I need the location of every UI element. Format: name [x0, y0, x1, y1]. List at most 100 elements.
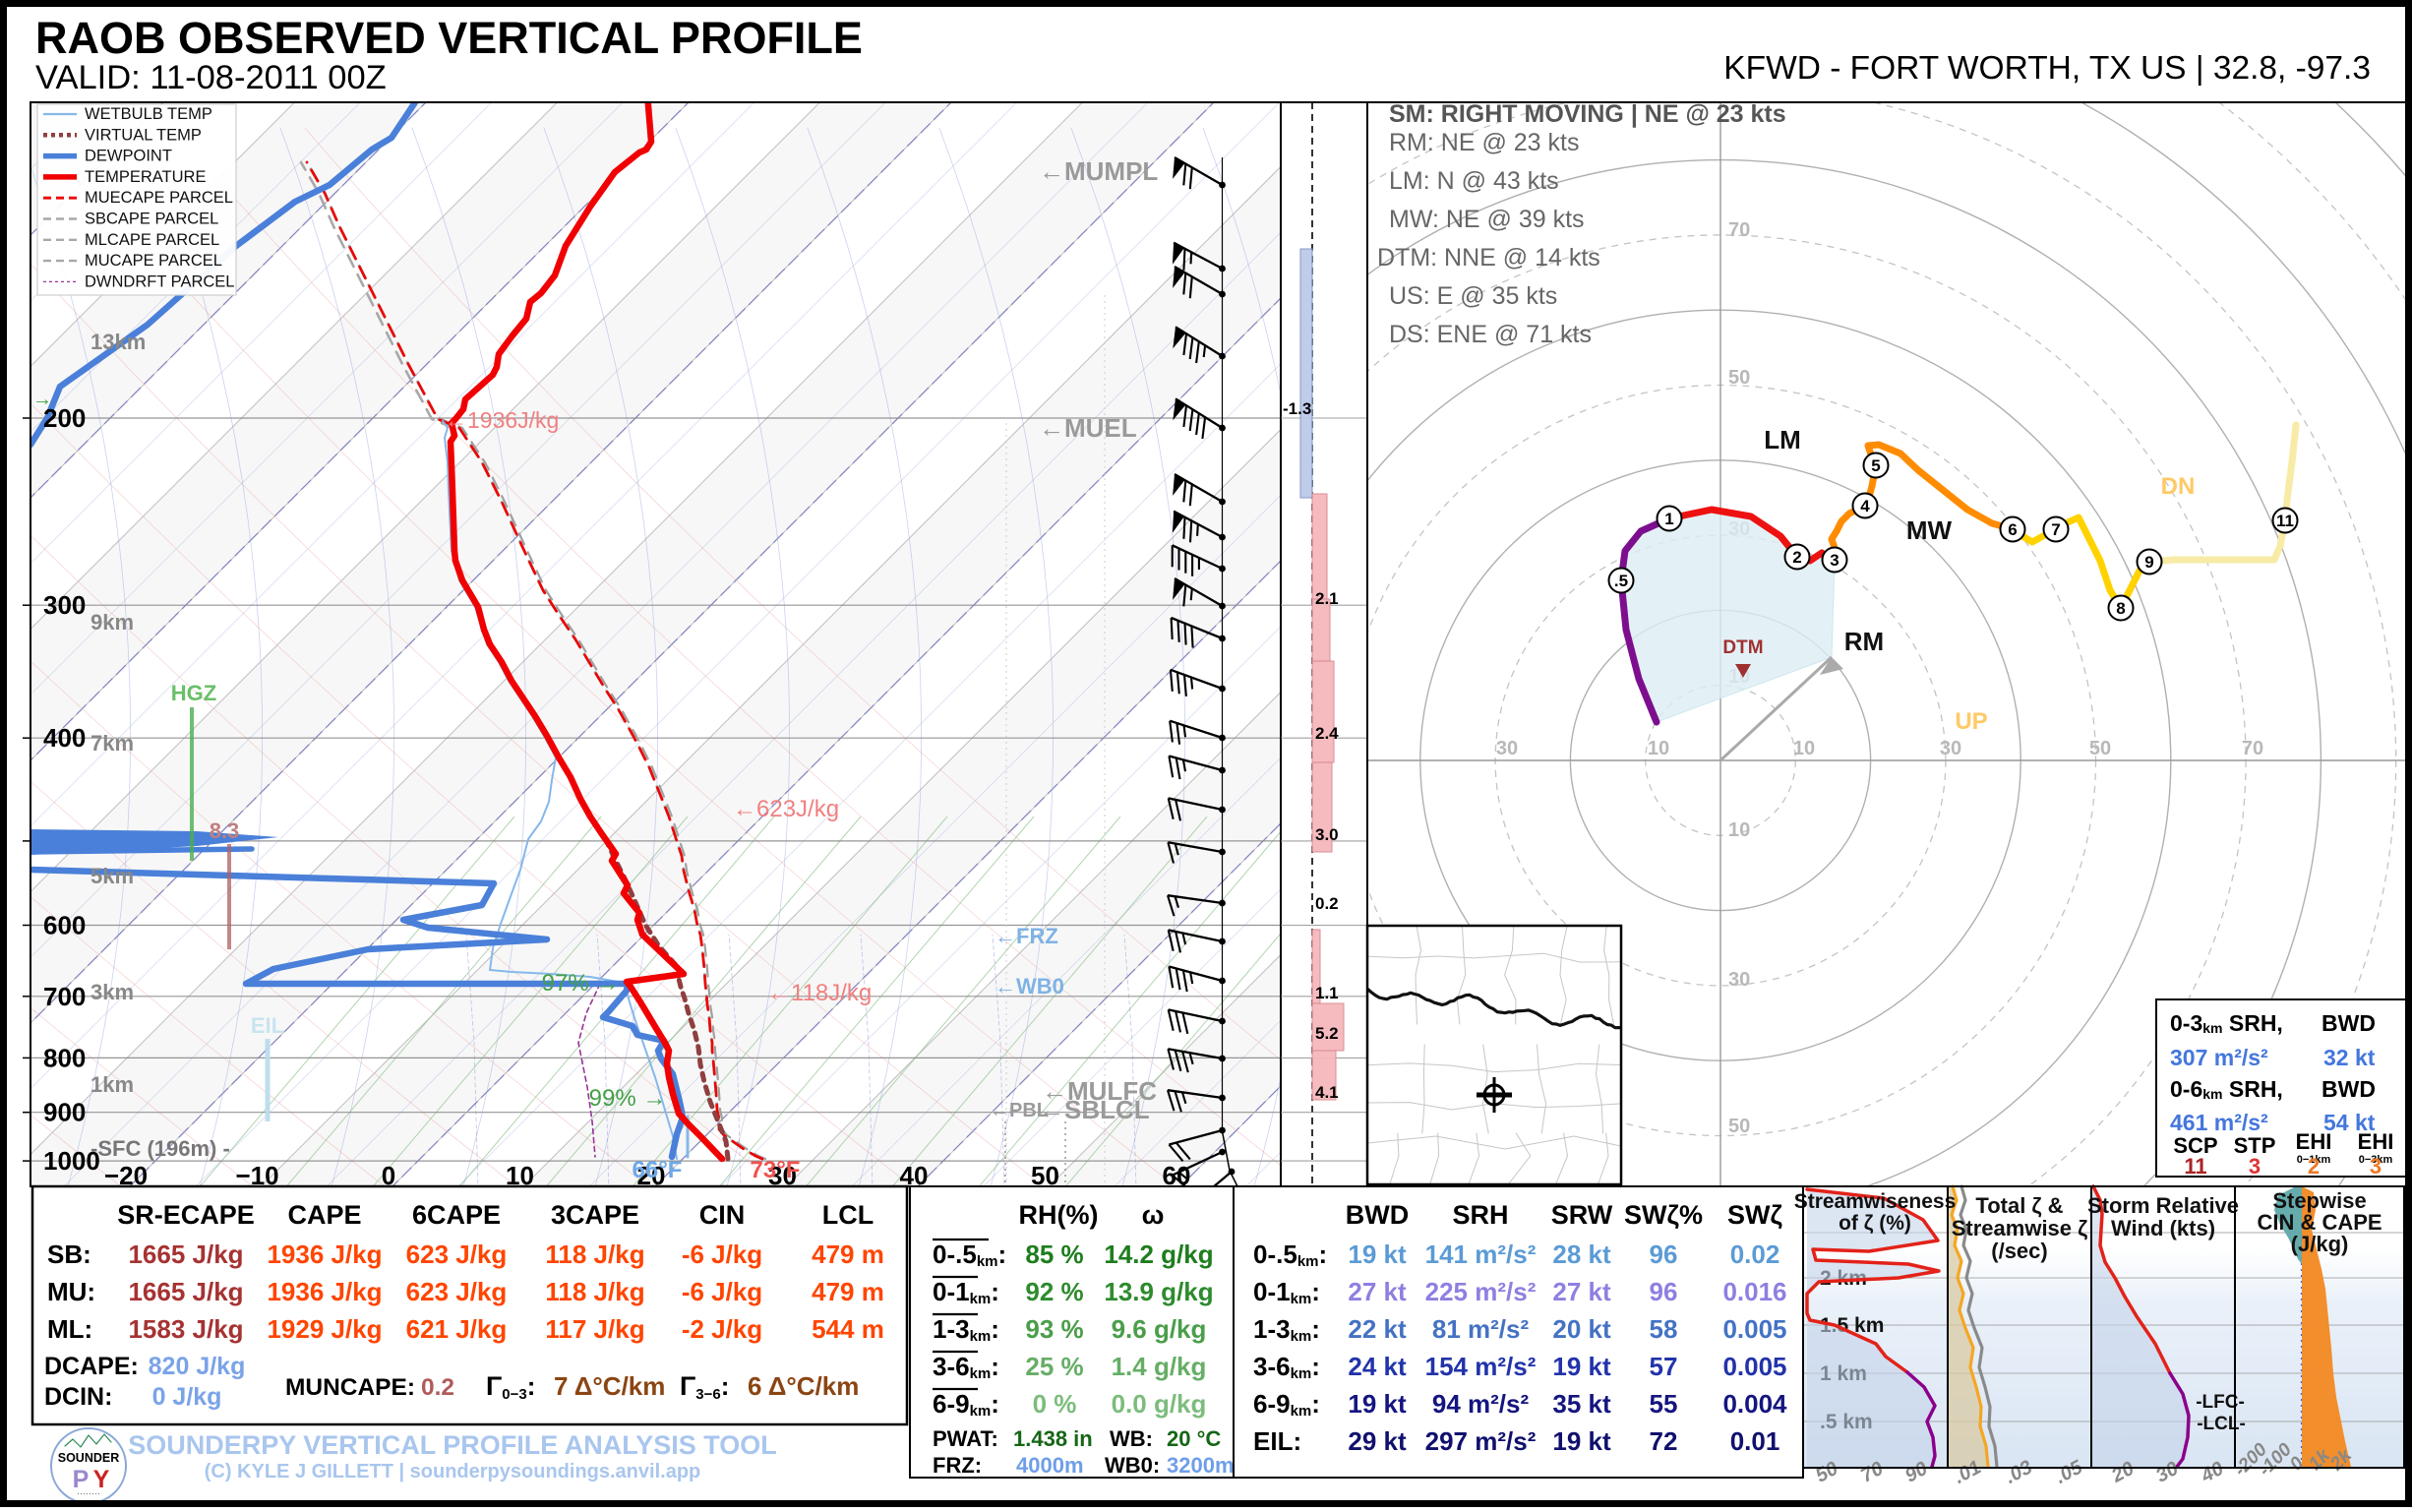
svg-text:118 J/kg: 118 J/kg [545, 1277, 644, 1306]
svg-text:9: 9 [2144, 553, 2153, 572]
svg-text:DCAPE:: DCAPE: [44, 1353, 139, 1380]
svg-text:623 J/kg: 623 J/kg [406, 1277, 508, 1306]
svg-text:SRW: SRW [1551, 1200, 1613, 1230]
svg-text:22 kt: 22 kt [1348, 1314, 1407, 1344]
svg-text:10: 10 [1648, 738, 1669, 759]
svg-text:-2 J/kg: -2 J/kg [682, 1314, 762, 1344]
svg-text:CAPE: CAPE [287, 1200, 361, 1230]
svg-text:DEWPOINT: DEWPOINT [85, 148, 172, 165]
svg-text:SB:: SB: [47, 1240, 91, 1269]
svg-text:0.016: 0.016 [1722, 1277, 1786, 1306]
svg-text:1665 J/kg: 1665 J/kg [128, 1277, 243, 1306]
svg-text:93 %: 93 % [1025, 1314, 1083, 1344]
svg-text:19 kt: 19 kt [1552, 1352, 1611, 1381]
svg-text:92 %: 92 % [1025, 1277, 1083, 1306]
svg-text:←FRZ: ←FRZ [995, 924, 1058, 948]
svg-text:←118J/kg: ←118J/kg [767, 980, 872, 1006]
svg-text:0.02: 0.02 [1730, 1240, 1780, 1269]
svg-text:ML:: ML: [47, 1314, 92, 1344]
svg-text:.5: .5 [1614, 572, 1628, 590]
svg-text:0-6km SRH,: 0-6km SRH, [2170, 1076, 2283, 1102]
svg-text:SOUNDER: SOUNDER [58, 1451, 120, 1465]
svg-text:P: P [73, 1466, 90, 1493]
svg-text:3: 3 [2370, 1154, 2382, 1179]
svg-text:(/sec): (/sec) [1991, 1239, 2047, 1263]
svg-text:1000: 1000 [43, 1146, 100, 1176]
svg-text:6: 6 [2008, 520, 2017, 539]
svg-text:3-6km:: 3-6km: [933, 1352, 999, 1382]
svg-text:BWD: BWD [2322, 1076, 2376, 1102]
svg-text:6 Δ°C/km: 6 Δ°C/km [748, 1371, 859, 1401]
svg-text:UP: UP [1955, 708, 1987, 735]
svg-text:0.01: 0.01 [1730, 1426, 1780, 1456]
svg-text:72: 72 [1650, 1426, 1678, 1456]
svg-text:2: 2 [2308, 1154, 2320, 1179]
svg-text:20 kt: 20 kt [1552, 1314, 1611, 1344]
svg-text:Streamwise ζ: Streamwise ζ [1952, 1216, 2088, 1240]
svg-text:1.1: 1.1 [1315, 984, 1339, 1002]
svg-text:28 kt: 28 kt [1552, 1240, 1611, 1269]
svg-text:←1936J/kg: ←1936J/kg [445, 407, 559, 433]
svg-text:WB0:: WB0: [1105, 1453, 1160, 1478]
svg-text:←PBL: ←PBL [990, 1100, 1049, 1121]
svg-text:307 m²/s²: 307 m²/s² [2170, 1045, 2268, 1070]
svg-text:10: 10 [1793, 738, 1815, 759]
svg-text:820 J/kg: 820 J/kg [149, 1353, 246, 1380]
svg-text:13.9 g/kg: 13.9 g/kg [1104, 1277, 1213, 1306]
svg-text:225 m²/s²: 225 m²/s² [1425, 1277, 1537, 1306]
svg-text:85 %: 85 % [1025, 1240, 1083, 1269]
svg-text:MUCAPE PARCEL: MUCAPE PARCEL [85, 252, 222, 270]
svg-text:32 kt: 32 kt [2323, 1045, 2376, 1070]
svg-text:Y: Y [93, 1466, 110, 1493]
svg-text:96: 96 [1650, 1277, 1678, 1306]
svg-text:SR-ECAPE: SR-ECAPE [117, 1200, 255, 1230]
svg-text:1665 J/kg: 1665 J/kg [128, 1240, 243, 1269]
svg-text:←623J/kg: ←623J/kg [733, 796, 839, 822]
svg-text:30: 30 [1940, 738, 1961, 759]
svg-text:-LFC-: -LFC- [2196, 1392, 2245, 1413]
svg-text:DTM: NNE @ 14 kts: DTM: NNE @ 14 kts [1377, 244, 1600, 272]
svg-text:VALID: 11-08-2011 00Z: VALID: 11-08-2011 00Z [35, 59, 387, 96]
svg-text:623 J/kg: 623 J/kg [406, 1240, 508, 1269]
svg-text:0.005: 0.005 [1722, 1352, 1786, 1381]
svg-text:30: 30 [1728, 969, 1750, 991]
svg-text:CIN & CAPE: CIN & CAPE [2257, 1210, 2382, 1235]
svg-text:(C) KYLE J GILLETT | sounderpy: (C) KYLE J GILLETT | sounderpysoundings.… [205, 1461, 701, 1482]
svg-text:58: 58 [1650, 1314, 1678, 1344]
svg-text:544 m: 544 m [812, 1314, 884, 1344]
svg-text:57: 57 [1650, 1352, 1678, 1381]
svg-text:3200m: 3200m [1167, 1453, 1235, 1478]
svg-text:70: 70 [2242, 738, 2263, 759]
svg-text:3: 3 [1830, 551, 1839, 570]
svg-text:3: 3 [2249, 1154, 2261, 1179]
svg-text:-SFC (196m) -: -SFC (196m) - [90, 1136, 230, 1161]
svg-text:29 kt: 29 kt [1348, 1426, 1407, 1456]
svg-text:3CAPE: 3CAPE [551, 1200, 639, 1230]
svg-text:81 m²/s²: 81 m²/s² [1432, 1314, 1530, 1344]
svg-text:2.1: 2.1 [1315, 589, 1339, 608]
svg-text:9.6 g/kg: 9.6 g/kg [1112, 1314, 1207, 1344]
svg-text:1.4 g/kg: 1.4 g/kg [1112, 1352, 1207, 1381]
svg-text:WB:: WB: [1110, 1426, 1153, 1451]
svg-text:0−1km: 0−1km [2297, 1154, 2331, 1166]
svg-text:MLCAPE PARCEL: MLCAPE PARCEL [85, 231, 219, 249]
svg-text:6CAPE: 6CAPE [412, 1200, 501, 1230]
svg-text:←SBLCL: ←SBLCL [1039, 1095, 1150, 1124]
svg-text:TEMPERATURE: TEMPERATURE [85, 168, 206, 186]
svg-text:7: 7 [2051, 520, 2060, 539]
svg-text:1: 1 [1664, 510, 1673, 528]
svg-text:1936 J/kg: 1936 J/kg [267, 1240, 382, 1269]
svg-text:19 kt: 19 kt [1348, 1240, 1407, 1269]
svg-text:700: 700 [43, 982, 86, 1011]
svg-text:35 kt: 35 kt [1552, 1389, 1611, 1419]
svg-text:11: 11 [2276, 512, 2294, 530]
svg-text:0.004: 0.004 [1722, 1389, 1787, 1419]
svg-text:LM: LM [1764, 425, 1801, 454]
svg-text:0-3km SRH,: 0-3km SRH, [2170, 1010, 2283, 1036]
svg-text:800: 800 [43, 1043, 86, 1072]
svg-text:19 kt: 19 kt [1348, 1389, 1407, 1419]
svg-text:900: 900 [43, 1098, 86, 1127]
svg-text:4.1: 4.1 [1315, 1083, 1339, 1102]
svg-text:HGZ: HGZ [171, 681, 216, 705]
svg-text:SCP: SCP [2173, 1133, 2217, 1158]
